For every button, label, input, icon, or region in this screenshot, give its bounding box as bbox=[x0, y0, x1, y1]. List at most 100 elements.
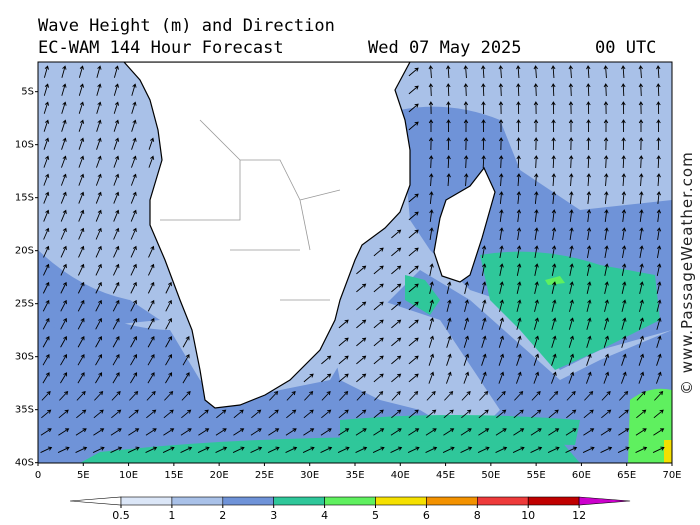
arrow bbox=[586, 191, 592, 205]
arrow bbox=[96, 83, 102, 96]
lon-label: 70E bbox=[662, 470, 681, 481]
arrow bbox=[40, 446, 53, 453]
arrow bbox=[621, 317, 627, 330]
arrow bbox=[95, 299, 102, 312]
arrow bbox=[233, 409, 244, 419]
arrow bbox=[58, 409, 69, 419]
arrow bbox=[356, 301, 367, 311]
arrow bbox=[516, 209, 522, 223]
arrow bbox=[568, 65, 573, 79]
arrow bbox=[373, 373, 384, 383]
arrow bbox=[621, 155, 626, 169]
legend-swatch bbox=[324, 496, 376, 506]
arrow bbox=[446, 353, 452, 366]
arrow bbox=[95, 372, 103, 384]
arrow bbox=[551, 83, 556, 97]
model: EC-WAM 144 Hour Forecast bbox=[38, 38, 284, 58]
arrow bbox=[568, 83, 574, 97]
arrow bbox=[146, 390, 156, 401]
arrow bbox=[656, 209, 662, 223]
arrow bbox=[534, 263, 539, 276]
arrow bbox=[653, 428, 665, 436]
arrow bbox=[463, 155, 469, 169]
arrow bbox=[586, 299, 592, 312]
arrow bbox=[481, 101, 486, 115]
arrow bbox=[77, 299, 85, 312]
arrow bbox=[60, 354, 68, 366]
arrow bbox=[565, 446, 578, 453]
arrow bbox=[408, 373, 419, 383]
legend-label: 2 bbox=[219, 509, 226, 522]
arrow bbox=[43, 155, 50, 168]
arrow bbox=[498, 137, 504, 151]
arrow bbox=[601, 390, 611, 401]
legend-label: 4 bbox=[321, 509, 328, 522]
arrow bbox=[639, 263, 644, 276]
arrow bbox=[656, 173, 661, 187]
arrow bbox=[498, 335, 505, 348]
arrow bbox=[425, 428, 437, 436]
arrow bbox=[428, 335, 435, 348]
arrow bbox=[198, 409, 209, 419]
arrow bbox=[601, 409, 612, 419]
arrow bbox=[391, 301, 402, 311]
arrow bbox=[131, 137, 137, 150]
arrow bbox=[534, 245, 539, 258]
arrow bbox=[481, 335, 487, 348]
arrow bbox=[147, 372, 155, 384]
arrow bbox=[516, 263, 522, 276]
arrow bbox=[638, 101, 644, 115]
arrow bbox=[656, 119, 661, 133]
arrow bbox=[43, 119, 50, 132]
arrow bbox=[95, 191, 102, 204]
arrow bbox=[147, 335, 155, 348]
arrow bbox=[656, 281, 662, 294]
arrow bbox=[429, 227, 434, 240]
arrow bbox=[78, 155, 85, 168]
arrow bbox=[78, 227, 85, 240]
arrow bbox=[499, 299, 504, 312]
arrow bbox=[131, 101, 137, 114]
lat-label: 25S bbox=[15, 299, 34, 310]
arrow bbox=[391, 337, 402, 347]
arrow bbox=[96, 65, 102, 78]
arrow bbox=[111, 390, 121, 401]
arrow bbox=[569, 227, 574, 240]
arrow bbox=[43, 173, 50, 186]
arrow bbox=[356, 390, 366, 401]
arrow bbox=[551, 65, 556, 79]
arrow bbox=[584, 390, 594, 401]
arrow bbox=[321, 390, 331, 401]
arrow bbox=[131, 83, 137, 96]
arrow bbox=[113, 245, 120, 258]
arrow bbox=[656, 335, 662, 348]
arrow bbox=[428, 317, 434, 330]
arrow bbox=[533, 101, 539, 115]
arrow bbox=[551, 281, 557, 294]
arrow bbox=[43, 137, 50, 150]
arrow bbox=[550, 371, 557, 384]
arrow bbox=[442, 446, 455, 453]
arrow bbox=[604, 191, 609, 205]
arrow bbox=[373, 409, 384, 419]
legend-over bbox=[578, 496, 631, 506]
arrow bbox=[617, 446, 630, 453]
arrow bbox=[429, 173, 434, 187]
arrow bbox=[78, 119, 85, 132]
arrow bbox=[568, 155, 574, 169]
arrow bbox=[638, 65, 643, 79]
arrow bbox=[498, 353, 505, 366]
arrow bbox=[604, 299, 609, 312]
arrow bbox=[408, 247, 419, 257]
arrow bbox=[356, 319, 367, 329]
arrow bbox=[515, 371, 522, 384]
arrow bbox=[534, 299, 539, 312]
arrow bbox=[408, 103, 419, 113]
arrow bbox=[569, 191, 574, 205]
arrow bbox=[356, 337, 367, 347]
arrow bbox=[586, 317, 592, 330]
arrow bbox=[481, 263, 487, 276]
arrow bbox=[603, 119, 609, 133]
legend-swatch bbox=[171, 496, 224, 506]
legend-swatch bbox=[426, 496, 478, 506]
